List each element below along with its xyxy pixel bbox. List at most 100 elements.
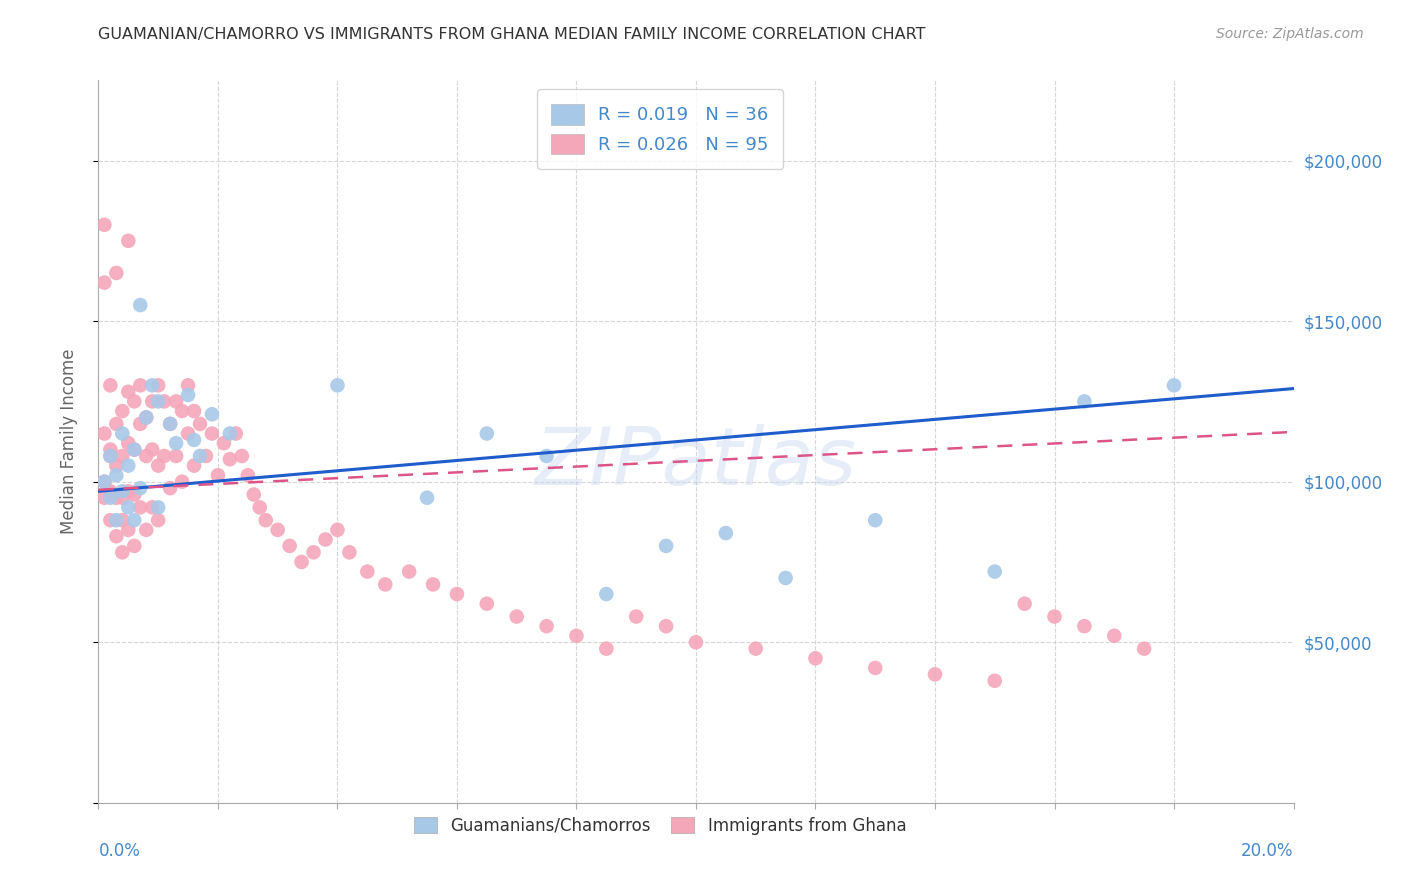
Point — [165, 394, 187, 409]
Point — [98, 491, 122, 505]
Point — [165, 449, 187, 463]
Point — [249, 500, 271, 515]
Point — [565, 629, 588, 643]
Point — [326, 523, 349, 537]
Point — [183, 404, 205, 418]
Point — [129, 417, 152, 431]
Text: ZIPatlas: ZIPatlas — [534, 425, 858, 502]
Point — [105, 513, 128, 527]
Point — [924, 667, 946, 681]
Point — [775, 571, 797, 585]
Point — [416, 491, 439, 505]
Point — [153, 394, 176, 409]
Point — [135, 523, 157, 537]
Text: Source: ZipAtlas.com: Source: ZipAtlas.com — [1216, 27, 1364, 41]
Point — [111, 426, 134, 441]
Point — [172, 475, 194, 489]
Point — [595, 641, 617, 656]
Point — [93, 426, 115, 441]
Point — [105, 458, 128, 473]
Point — [117, 436, 139, 450]
Point — [117, 500, 139, 515]
Point — [626, 609, 648, 624]
Point — [124, 442, 146, 457]
Point — [129, 500, 152, 515]
Point — [207, 468, 229, 483]
Point — [124, 487, 146, 501]
Point — [105, 491, 128, 505]
Point — [225, 426, 247, 441]
Point — [117, 384, 139, 399]
Point — [141, 378, 163, 392]
Point — [148, 394, 170, 409]
Point — [475, 597, 498, 611]
Point — [148, 500, 170, 515]
Point — [714, 526, 737, 541]
Point — [165, 436, 187, 450]
Point — [98, 449, 122, 463]
Point — [172, 404, 194, 418]
Point — [98, 484, 122, 499]
Point — [685, 635, 707, 649]
Text: 0.0%: 0.0% — [98, 842, 141, 860]
Point — [536, 449, 558, 463]
Point — [98, 513, 122, 527]
Point — [177, 378, 200, 392]
Point — [129, 298, 152, 312]
Point — [111, 513, 134, 527]
Point — [93, 475, 115, 489]
Point — [117, 234, 139, 248]
Point — [278, 539, 301, 553]
Point — [141, 394, 163, 409]
Point — [1043, 609, 1066, 624]
Point — [506, 609, 529, 624]
Point — [117, 484, 139, 499]
Point — [111, 545, 134, 559]
Point — [1163, 378, 1185, 392]
Point — [148, 513, 170, 527]
Point — [129, 481, 152, 495]
Point — [93, 218, 115, 232]
Point — [177, 426, 200, 441]
Point — [129, 378, 152, 392]
Point — [177, 388, 200, 402]
Point — [302, 545, 325, 559]
Point — [117, 458, 139, 473]
Point — [148, 458, 170, 473]
Point — [98, 442, 122, 457]
Point — [195, 449, 218, 463]
Y-axis label: Median Family Income: Median Family Income — [59, 349, 77, 534]
Point — [188, 417, 211, 431]
Point — [98, 449, 122, 463]
Point — [111, 449, 134, 463]
Point — [141, 500, 163, 515]
Point — [1073, 394, 1095, 409]
Point — [339, 545, 361, 559]
Point — [865, 513, 887, 527]
Point — [398, 565, 420, 579]
Point — [105, 417, 128, 431]
Point — [1104, 629, 1126, 643]
Point — [422, 577, 444, 591]
Point — [141, 442, 163, 457]
Point — [98, 378, 122, 392]
Point — [111, 491, 134, 505]
Point — [159, 417, 181, 431]
Point — [446, 587, 468, 601]
Legend: Guamanians/Chamorros, Immigrants from Ghana: Guamanians/Chamorros, Immigrants from Gh… — [408, 810, 912, 841]
Point — [135, 410, 157, 425]
Point — [655, 619, 678, 633]
Point — [159, 417, 181, 431]
Point — [984, 565, 1007, 579]
Point — [315, 533, 337, 547]
Point — [124, 442, 146, 457]
Point — [93, 475, 115, 489]
Point — [117, 523, 139, 537]
Point — [135, 410, 157, 425]
Point — [356, 565, 378, 579]
Point — [804, 651, 827, 665]
Point — [124, 394, 146, 409]
Point — [93, 276, 115, 290]
Point — [243, 487, 266, 501]
Point — [655, 539, 678, 553]
